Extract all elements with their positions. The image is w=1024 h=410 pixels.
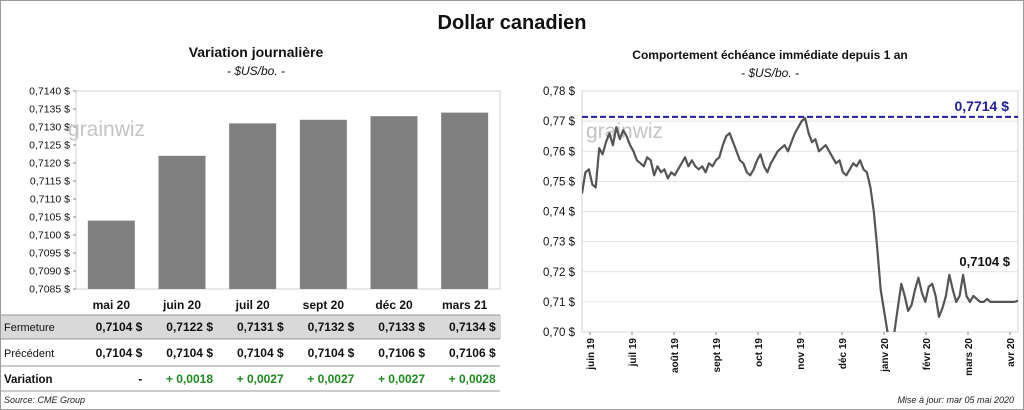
table-cell: 0,7104 $ <box>96 346 143 360</box>
line-y-tick-label: 0,75 $ <box>543 176 576 188</box>
line-x-tick-label: janv 20 <box>880 338 891 373</box>
table-cell: 0,7104 $ <box>237 346 284 360</box>
bar-y-tick-label: 0,7090 $ <box>29 266 70 278</box>
price-series-line <box>582 117 1018 332</box>
page-title: Dollar canadien <box>437 12 587 34</box>
table-row-label: Fermeture <box>4 322 55 334</box>
table-cell: + 0,0028 <box>449 372 496 386</box>
bar-y-tick-label: 0,7115 $ <box>30 176 70 188</box>
line-y-tick-label: 0,71 $ <box>543 297 576 309</box>
line-x-tick-label: nov 19 <box>796 338 807 370</box>
bar-y-tick-label: 0,7085 $ <box>29 284 70 296</box>
bar-category-label: mars 21 <box>442 298 488 312</box>
bar-category-label: juin 20 <box>162 298 201 312</box>
line-x-tick-label: août 19 <box>670 338 681 373</box>
table-cell: 0,7132 $ <box>308 320 355 334</box>
line-x-tick-label: sept 19 <box>712 338 723 373</box>
bar-category-label: mai 20 <box>93 298 131 312</box>
table-cell: + 0,0027 <box>378 372 425 386</box>
bar <box>87 220 135 289</box>
line-x-tick-label: juin 19 <box>586 338 597 371</box>
line-y-tick-label: 0,77 $ <box>543 116 576 128</box>
bar-chart-unit: - $US/bo. - <box>226 64 286 78</box>
table-cell: - <box>138 372 142 386</box>
line-x-tick-label: oct 19 <box>754 338 765 367</box>
update-note: Mise à jour: mar 05 mai 2020 <box>897 395 1014 405</box>
line-x-tick-label: déc 19 <box>838 338 849 370</box>
bar-y-tick-label: 0,7140 $ <box>29 86 70 98</box>
line-y-tick-label: 0,76 $ <box>543 146 576 158</box>
line-x-tick-label: mars 20 <box>964 338 975 376</box>
bar-category-label: sept 20 <box>303 298 345 312</box>
line-x-tick-label: juil 19 <box>628 338 639 368</box>
line-y-tick-label: 0,70 $ <box>543 327 576 339</box>
table-cell: 0,7104 $ <box>96 320 143 334</box>
table-cell: 0,7106 $ <box>449 346 496 360</box>
line-y-tick-label: 0,74 $ <box>543 207 576 219</box>
line-y-tick-label: 0,78 $ <box>543 86 576 98</box>
table-cell: 0,7133 $ <box>378 320 425 334</box>
table-cell: + 0,0018 <box>166 372 213 386</box>
bar-chart-title: Variation journalière <box>188 44 324 60</box>
source-note: Source: CME Group <box>4 395 86 405</box>
table-cell: 0,7104 $ <box>166 346 213 360</box>
watermark-left: grainwiz <box>68 118 145 141</box>
bar-category-label: juil 20 <box>235 298 270 312</box>
table-cell: 0,7104 $ <box>308 346 355 360</box>
line-chart-title: Comportement échéance immédiate depuis 1… <box>632 48 908 62</box>
table-row-label: Variation <box>4 374 53 386</box>
table-cell: 0,7106 $ <box>378 346 425 360</box>
bar-y-tick-label: 0,7105 $ <box>29 212 70 224</box>
bar-y-tick-label: 0,7130 $ <box>29 122 70 134</box>
line-x-tick-label: févr 20 <box>922 338 933 371</box>
bar-y-tick-label: 0,7095 $ <box>29 248 70 260</box>
table-row-label: Précédent <box>4 348 54 360</box>
table-row-shade <box>1 315 501 339</box>
bar-plot-area <box>75 90 501 290</box>
line-y-tick-label: 0,73 $ <box>543 237 576 249</box>
bar <box>158 155 206 289</box>
table-cell: 0,7122 $ <box>166 320 213 334</box>
table-cell: 0,7131 $ <box>237 320 284 334</box>
last-value-label: 0,7104 $ <box>959 254 1010 269</box>
bar <box>441 112 489 289</box>
bar-y-tick-label: 0,7100 $ <box>29 230 70 242</box>
bar <box>229 123 277 290</box>
line-x-tick-label: avr 20 <box>1006 338 1017 367</box>
table-cell: 0,7134 $ <box>449 320 496 334</box>
table-cell: + 0,0027 <box>237 372 284 386</box>
reference-label: 0,7714 $ <box>955 98 1010 114</box>
bar-y-tick-label: 0,7110 $ <box>30 194 70 206</box>
table-cell: + 0,0027 <box>307 372 354 386</box>
bar-y-tick-label: 0,7135 $ <box>29 104 70 116</box>
bar <box>370 116 418 289</box>
bar-y-tick-label: 0,7125 $ <box>29 140 70 152</box>
bar-y-tick-label: 0,7120 $ <box>29 158 70 170</box>
line-chart-unit: - $US/bo. - <box>740 66 800 80</box>
bar-category-label: déc 20 <box>375 298 413 312</box>
line-y-tick-label: 0,72 $ <box>543 267 576 279</box>
bar <box>299 119 347 289</box>
